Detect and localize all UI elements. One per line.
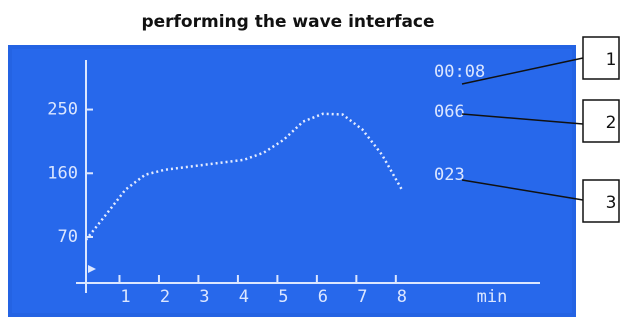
x-tick-label: 3 <box>199 287 209 307</box>
y-tick-label: 70 <box>58 227 78 247</box>
title: performing the wave interface <box>141 12 434 32</box>
x-tick-label: 1 <box>120 287 130 307</box>
x-axis-label: min <box>477 287 508 307</box>
x-tick-label: 8 <box>397 287 407 307</box>
y-tick-label: 250 <box>47 100 78 120</box>
screen: performing the wave interface 70 160 250 1 2… <box>0 0 620 317</box>
callout-label: 1 <box>606 50 617 70</box>
y-tick-label: 160 <box>47 163 78 183</box>
readout: 00:08 <box>434 62 485 82</box>
callout-label: 3 <box>606 193 617 213</box>
x-tick-label: 5 <box>278 287 288 307</box>
readout: 066 <box>434 102 465 122</box>
x-tick-label: 2 <box>160 287 170 307</box>
x-tick-label: 6 <box>318 287 328 307</box>
lcd-glow <box>12 49 572 313</box>
readout: 023 <box>434 165 465 185</box>
page: {"chart_data": {"type": "line", "title":… <box>0 0 620 317</box>
callout-label: 2 <box>606 113 617 133</box>
x-tick-label: 7 <box>357 287 367 307</box>
x-tick-label: 4 <box>239 287 249 307</box>
